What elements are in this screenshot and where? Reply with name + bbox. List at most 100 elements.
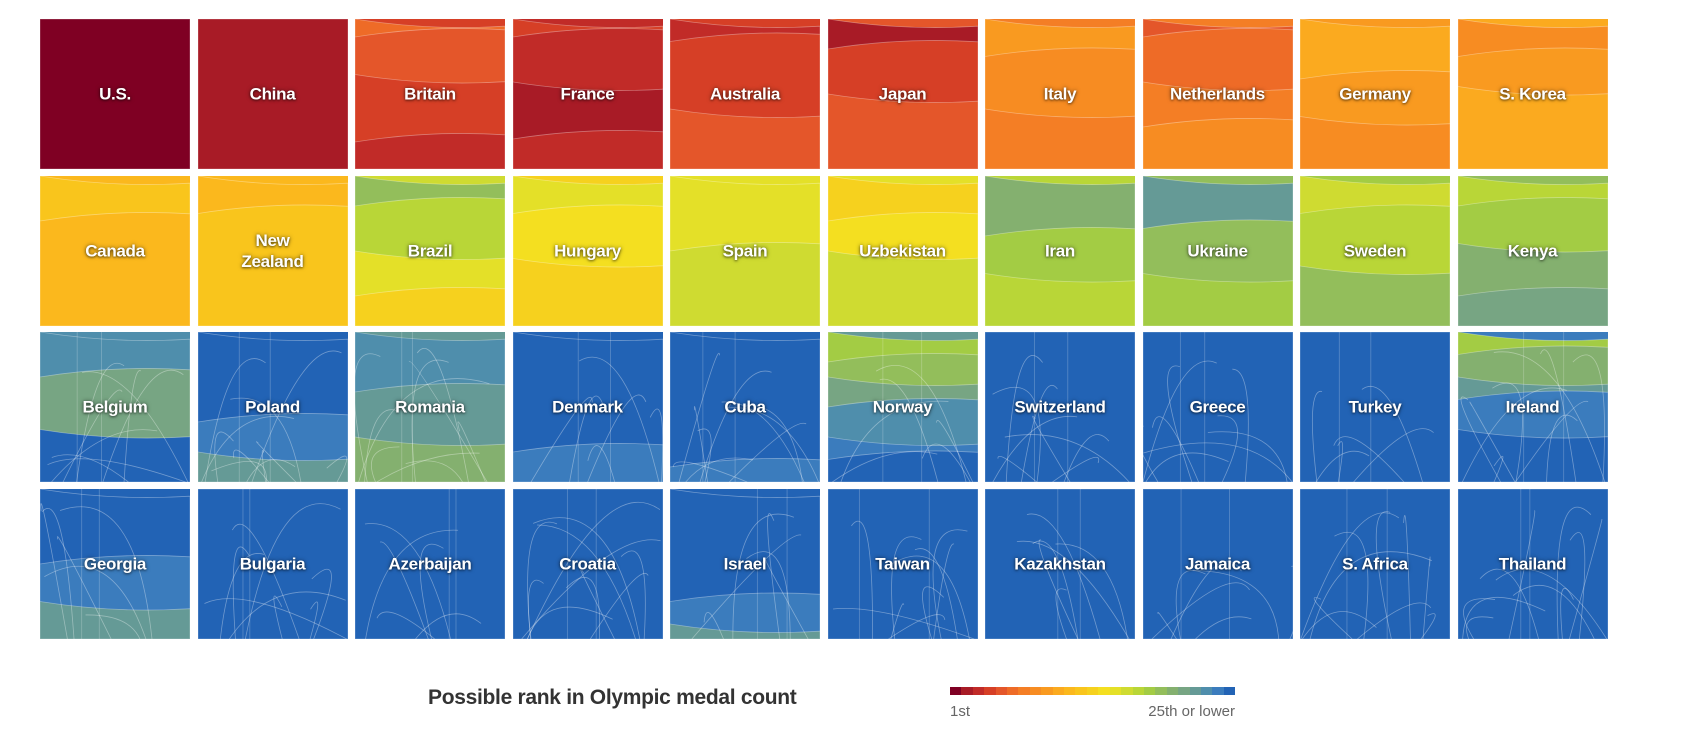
tile-contour-line bbox=[85, 614, 141, 639]
tile-rank-band bbox=[1142, 332, 1293, 483]
tile-rank-band bbox=[355, 133, 505, 169]
tile-contour-line bbox=[1142, 361, 1217, 483]
tile-contour-line bbox=[532, 517, 640, 639]
country-tile[interactable]: Taiwan bbox=[827, 489, 978, 639]
tile-contour-line bbox=[889, 603, 904, 639]
tile-contour-line bbox=[729, 423, 807, 483]
tile-contour-line bbox=[921, 443, 971, 483]
tile-contour-line bbox=[47, 458, 186, 483]
legend-swatch bbox=[1007, 687, 1019, 695]
tile-contour-line bbox=[1216, 415, 1238, 483]
country-tile[interactable]: Croatia bbox=[512, 489, 663, 639]
country-tile[interactable]: Thailand bbox=[1457, 489, 1608, 639]
country-tile[interactable]: Canada bbox=[40, 175, 190, 326]
tile-rank-surface bbox=[1300, 19, 1450, 169]
tile-contour-line bbox=[765, 559, 809, 639]
tile-contour-line bbox=[364, 523, 451, 639]
tile-contour-line bbox=[255, 441, 296, 483]
tile-contour-line bbox=[40, 503, 68, 639]
country-tile[interactable]: Brazil bbox=[355, 175, 505, 326]
tile-rank-surface bbox=[40, 19, 190, 169]
tile-contour-line bbox=[1556, 506, 1591, 639]
legend-max-label: 25th or lower bbox=[1148, 703, 1235, 720]
country-tile[interactable]: Denmark bbox=[512, 332, 663, 483]
tile-contour-line bbox=[51, 454, 129, 483]
country-tile[interactable]: Belgium bbox=[40, 332, 190, 483]
country-tile[interactable]: Sweden bbox=[1300, 175, 1450, 326]
country-tile[interactable]: France bbox=[512, 19, 663, 169]
tile-contour-line bbox=[914, 548, 958, 639]
tile-rank-surface bbox=[827, 489, 978, 639]
tile-contour-line bbox=[1063, 434, 1110, 483]
tile-rank-band bbox=[1142, 489, 1293, 639]
tile-contour-line bbox=[371, 446, 400, 483]
legend-swatch bbox=[1086, 687, 1099, 695]
tile-rank-surface bbox=[1300, 489, 1450, 639]
country-tile[interactable]: Poland bbox=[197, 332, 348, 483]
country-tile[interactable]: Japan bbox=[827, 19, 978, 169]
country-tile[interactable]: Italy bbox=[985, 19, 1135, 169]
tile-rank-band bbox=[40, 601, 190, 639]
country-tile[interactable]: Spain bbox=[670, 175, 820, 326]
tile-contour-line bbox=[59, 506, 153, 639]
tile-contour-line bbox=[1462, 598, 1495, 639]
country-tile[interactable]: Norway bbox=[827, 332, 978, 483]
country-tile[interactable]: Hungary bbox=[512, 175, 663, 326]
country-tile[interactable]: Kazakhstan bbox=[985, 489, 1135, 639]
country-tile[interactable]: Romania bbox=[355, 332, 505, 483]
country-tile[interactable]: Greece bbox=[1142, 332, 1293, 483]
country-tile[interactable]: S. Korea bbox=[1457, 19, 1608, 169]
tile-rank-band bbox=[670, 332, 820, 483]
tile-contour-line bbox=[1151, 582, 1250, 639]
tile-contour-line bbox=[1468, 401, 1515, 483]
tile-rank-band bbox=[670, 592, 820, 639]
tile-rank-surface bbox=[355, 19, 505, 169]
country-tile[interactable]: Jamaica bbox=[1142, 489, 1293, 639]
country-tile[interactable]: Ukraine bbox=[1142, 175, 1293, 326]
country-tile[interactable]: Britain bbox=[355, 19, 505, 169]
tile-contour-line bbox=[1300, 512, 1400, 639]
legend-swatch bbox=[1018, 687, 1030, 695]
tile-rank-surface bbox=[670, 332, 820, 483]
country-tile[interactable]: Cuba bbox=[670, 332, 820, 483]
tile-contour-line bbox=[228, 591, 346, 639]
legend-swatch bbox=[1029, 687, 1042, 695]
tile-contour-line bbox=[1491, 383, 1523, 483]
country-tile[interactable]: Turkey bbox=[1300, 332, 1450, 483]
country-tile[interactable]: Germany bbox=[1300, 19, 1450, 169]
country-tile[interactable]: China bbox=[197, 19, 348, 169]
tile-rank-band bbox=[1457, 286, 1608, 326]
country-tile[interactable]: Georgia bbox=[40, 489, 190, 639]
tile-contour-line bbox=[273, 595, 283, 639]
tile-rank-band bbox=[670, 623, 820, 639]
country-tile[interactable]: Iran bbox=[985, 175, 1135, 326]
legend-swatch bbox=[1178, 687, 1190, 695]
tile-contour-line bbox=[1021, 385, 1058, 483]
country-tile[interactable]: U.S. bbox=[40, 19, 190, 169]
country-tile[interactable]: Israel bbox=[670, 489, 820, 639]
country-tile[interactable]: Australia bbox=[670, 19, 820, 169]
country-tile[interactable]: Azerbaijan bbox=[355, 489, 505, 639]
country-tile[interactable]: Uzbekistan bbox=[827, 175, 978, 326]
country-tile[interactable]: Ireland bbox=[1457, 332, 1608, 483]
tile-contour-line bbox=[568, 395, 603, 483]
tile-contour-line bbox=[578, 357, 659, 483]
tile-rank-band bbox=[355, 436, 505, 483]
country-tile[interactable]: S. Africa bbox=[1300, 489, 1450, 639]
tile-contour-line bbox=[365, 529, 459, 639]
tile-rank-band bbox=[197, 489, 348, 639]
country-tile[interactable]: Switzerland bbox=[985, 332, 1135, 483]
tile-contour-line bbox=[1357, 602, 1432, 639]
country-tile[interactable]: Netherlands bbox=[1142, 19, 1293, 169]
tile-contour-line bbox=[229, 398, 301, 483]
tile-contour-line bbox=[527, 579, 544, 639]
legend-swatch bbox=[1098, 687, 1110, 695]
legend-color-scale bbox=[950, 687, 1236, 695]
tile-contour-line bbox=[1004, 434, 1130, 483]
country-tile[interactable]: Bulgaria bbox=[197, 489, 348, 639]
tile-contour-line bbox=[1055, 543, 1128, 639]
tile-contour-line bbox=[123, 370, 142, 483]
country-tile[interactable]: Kenya bbox=[1457, 175, 1608, 326]
country-tile[interactable]: New Zealand bbox=[197, 175, 348, 326]
tile-contour-line bbox=[565, 576, 600, 639]
